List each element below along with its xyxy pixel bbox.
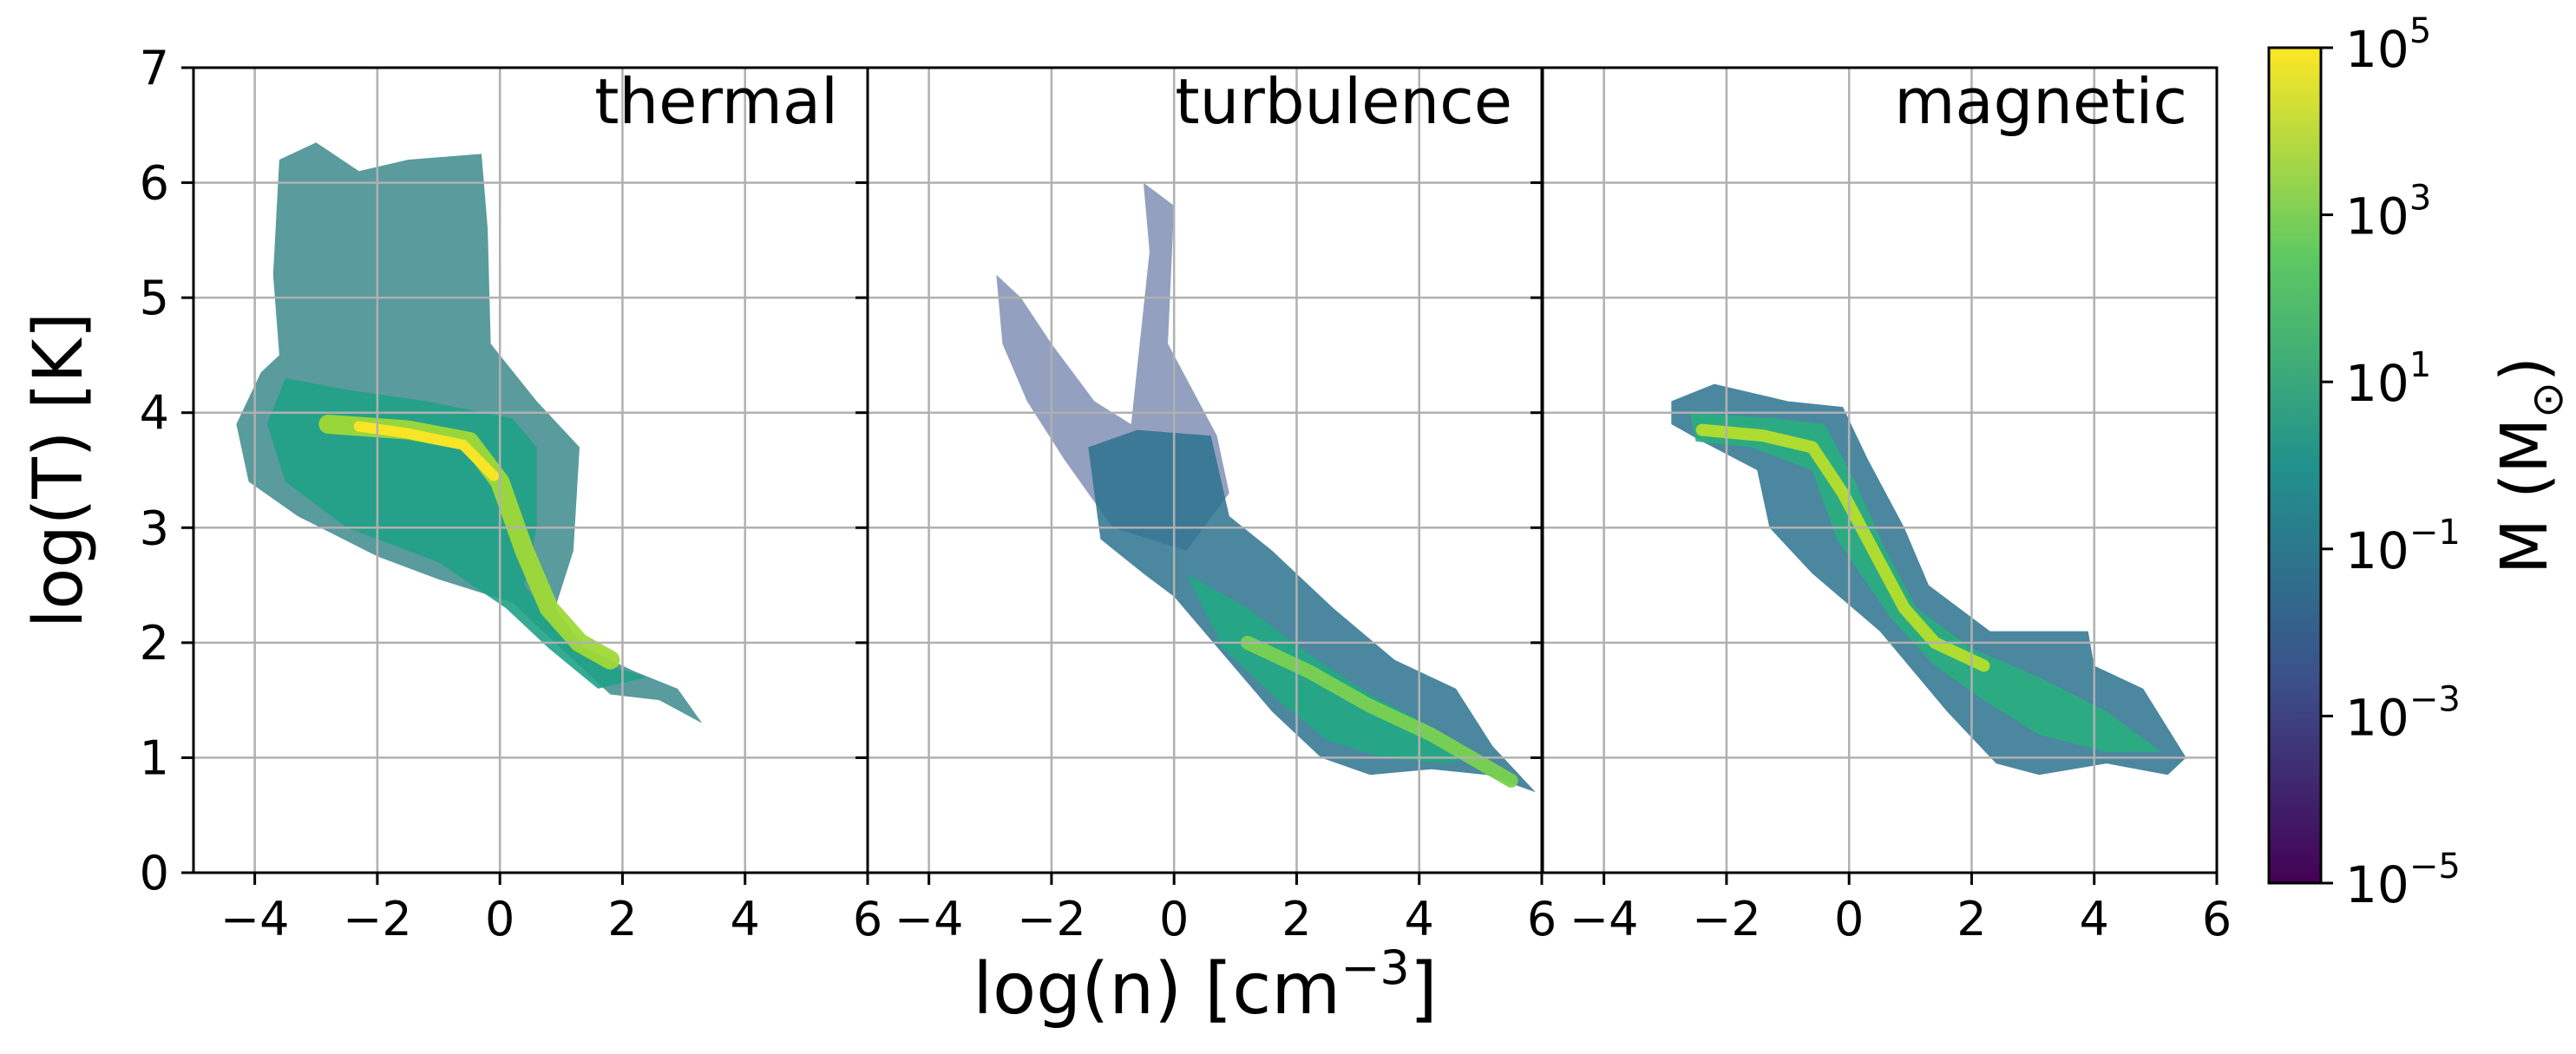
x-tick-label: −4 [220, 892, 290, 946]
density-ridge [1240, 635, 1518, 788]
density-region [1689, 412, 2162, 752]
colorbar-tick-label: 105 [2345, 11, 2431, 79]
panel-title: magnetic [1894, 65, 2187, 138]
colorbar: 10−5 10−3 10−1 101 103 105 M (M⊙) [2267, 11, 2573, 914]
x-tick-label: −2 [343, 892, 412, 946]
y-tick-label: 2 [140, 616, 169, 671]
density-ridge [1695, 423, 1990, 672]
y-tick-label: 5 [140, 271, 169, 325]
x-tick-label: 2 [1281, 892, 1311, 946]
x-tick-label: −4 [1570, 892, 1639, 946]
panel-thermal: −4 −2 0 2 4 6 0 1 2 3 4 5 6 7 thermal [140, 41, 883, 946]
x-tick-label: 0 [485, 892, 515, 946]
density-region [1088, 429, 1536, 793]
x-tick-label: 6 [853, 892, 882, 946]
x-tick-label: −4 [895, 892, 964, 946]
colorbar-label: M (M⊙) [2488, 357, 2573, 574]
density-region [1671, 383, 2186, 776]
y-tick-label: 0 [140, 846, 169, 900]
x-tick-label: 0 [1834, 892, 1864, 946]
x-tick-label: −2 [1017, 892, 1086, 946]
y-tick-label: 4 [140, 386, 169, 441]
x-tick-label: −2 [1692, 892, 1761, 946]
colorbar-tick-label: 10−3 [2345, 679, 2461, 747]
colorbar-tick-label: 103 [2345, 179, 2431, 246]
x-tick-label: 6 [1527, 892, 1557, 946]
panel-density [996, 182, 1536, 793]
colorbar-gradient [2267, 46, 2323, 885]
x-tick-label: 6 [2202, 892, 2232, 946]
panel-magnetic: −4 −2 0 2 4 6 magnetic [1531, 65, 2232, 946]
x-tick-label: 2 [607, 892, 637, 946]
x-tick-label: 4 [1405, 892, 1434, 946]
panel-density [236, 142, 703, 723]
panels: −4 −2 0 2 4 6 0 1 2 3 4 5 6 7 thermal −4 −2 0 2 4 6 turbulenc… [140, 41, 2232, 946]
density-ridge [353, 421, 500, 481]
panel-frame [1541, 66, 2219, 874]
colorbar-tick-label: 10−5 [2345, 847, 2461, 914]
x-tick-label: 0 [1159, 892, 1189, 946]
y-tick-label: 1 [140, 730, 169, 785]
panel-title: thermal [594, 65, 838, 138]
panel-density [1671, 383, 2186, 776]
x-tick-label: 4 [731, 892, 760, 946]
x-axis-label-exponent: −3 [1340, 940, 1410, 995]
x-tick-label: 4 [2080, 892, 2109, 946]
x-axis-label-tail: ] [1410, 948, 1438, 1031]
colorbar-tick-label: 101 [2345, 345, 2431, 413]
colorbar-tick-label: 10−1 [2345, 513, 2461, 580]
y-tick-label: 7 [140, 41, 169, 95]
y-tick-label: 3 [140, 501, 169, 555]
x-axis-label: log(n) [cm−3] [973, 940, 1438, 1031]
panel-turbulence: −4 −2 0 2 4 6 turbulence [855, 65, 1557, 946]
y-tick-label: 6 [140, 156, 169, 211]
y-axis-label: log(T) [K] [20, 312, 98, 628]
panel-title: turbulence [1175, 65, 1512, 138]
x-axis-label-base: log(n) [cm [973, 948, 1340, 1031]
density-region [266, 377, 647, 689]
x-tick-label: 2 [1957, 892, 1986, 946]
